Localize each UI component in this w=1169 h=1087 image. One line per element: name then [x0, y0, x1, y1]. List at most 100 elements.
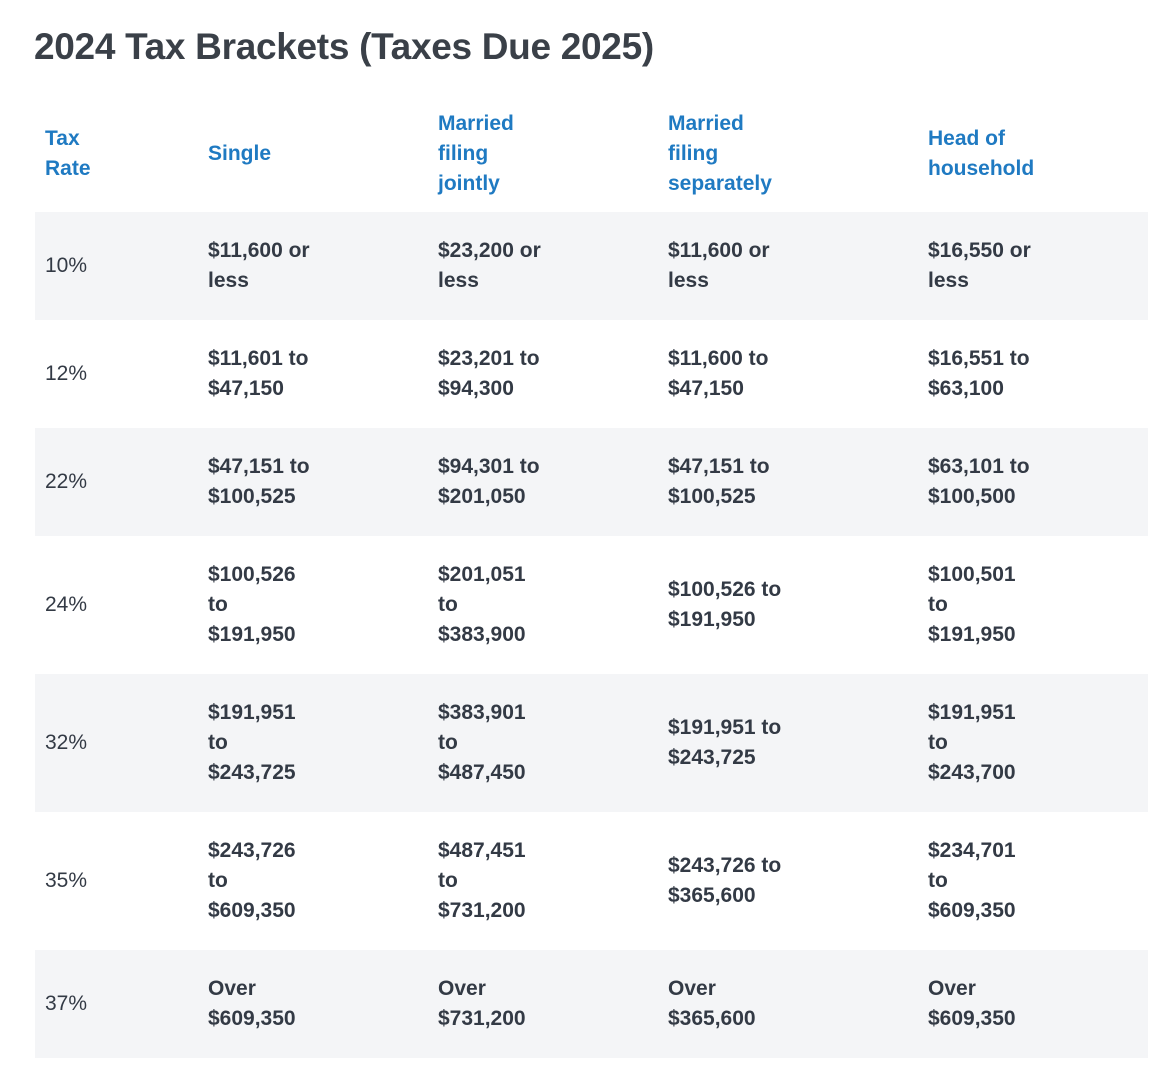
single-cell: $100,526 to $191,950 — [208, 536, 408, 674]
rate-cell: 32% — [45, 674, 195, 812]
cell-line: $191,951 to — [668, 716, 782, 739]
mfj-cell: $383,901 to $487,450 — [438, 674, 638, 812]
cell-line: $201,050 — [438, 485, 526, 508]
table-row: 10% $11,600 or less $23,200 or less $11,60… — [35, 212, 1148, 320]
rate-cell: 10% — [45, 212, 195, 320]
cell-line: $243,726 to — [668, 854, 782, 877]
cell-line: $487,451 — [438, 839, 526, 862]
cell-line: $365,600 — [668, 1007, 756, 1030]
cell-line: $383,901 — [438, 701, 526, 724]
rate-value: 10% — [45, 254, 88, 277]
header-married-filing-jointly: Married filing jointly — [438, 96, 638, 212]
single-cell: $11,601 to $47,150 — [208, 320, 408, 428]
cell-line: $609,350 — [928, 899, 1016, 922]
cell-line: less — [438, 269, 479, 292]
mfs-cell: $100,526 to $191,950 — [668, 536, 918, 674]
cell-line: $191,951 — [208, 701, 296, 724]
cell-line: Over — [928, 977, 976, 1000]
mfs-cell: $11,600 or less — [668, 212, 918, 320]
cell-line: $609,350 — [208, 899, 296, 922]
cell-line: $487,450 — [438, 761, 526, 784]
mfs-cell: $191,951 to $243,725 — [668, 674, 918, 812]
mfj-cell: $94,301 to $201,050 — [438, 428, 638, 536]
header-line: Married — [438, 112, 514, 135]
cell-line: Over — [668, 977, 716, 1000]
header-line: filing — [438, 142, 489, 165]
cell-line: $100,526 — [208, 563, 296, 586]
cell-line: $47,151 to — [208, 455, 310, 478]
hoh-cell: $63,101 to $100,500 — [928, 428, 1138, 536]
rate-cell: 12% — [45, 320, 195, 428]
table-row: 35% $243,726 to $609,350 $487,451 to $731,20… — [35, 812, 1148, 950]
cell-line: $11,600 or — [668, 239, 770, 262]
cell-line: to — [928, 869, 948, 892]
hoh-cell: $234,701 to $609,350 — [928, 812, 1138, 950]
cell-line: $11,601 to — [208, 347, 309, 370]
rate-value: 32% — [45, 731, 88, 754]
cell-line: less — [928, 269, 969, 292]
mfj-cell: $23,200 or less — [438, 212, 638, 320]
single-cell: $11,600 or less — [208, 212, 408, 320]
cell-line: $191,950 — [928, 623, 1016, 646]
cell-line: $100,501 — [928, 563, 1016, 586]
cell-line: $16,551 to — [928, 347, 1030, 370]
cell-line: $383,900 — [438, 623, 526, 646]
rate-value: 22% — [45, 470, 88, 493]
rate-cell: 24% — [45, 536, 195, 674]
cell-line: $23,201 to — [438, 347, 540, 370]
cell-line: $100,525 — [208, 485, 296, 508]
cell-line: Over — [208, 977, 256, 1000]
header-tax-rate: Tax Rate — [45, 96, 165, 212]
cell-line: $63,100 — [928, 377, 1004, 400]
header-head-of-household: Head of household — [928, 96, 1138, 212]
header-single: Single — [208, 96, 408, 212]
cell-line: $609,350 — [928, 1007, 1016, 1030]
table-header-row: Tax Rate Single Married filing jointly M… — [35, 96, 1148, 212]
page-title: 2024 Tax Brackets (Taxes Due 2025) — [34, 26, 654, 67]
cell-line: less — [668, 269, 709, 292]
mfj-cell: $487,451 to $731,200 — [438, 812, 638, 950]
hoh-cell: $16,551 to $63,100 — [928, 320, 1138, 428]
table-row: 24% $100,526 to $191,950 $201,051 to $383,90… — [35, 536, 1148, 674]
cell-line: $731,200 — [438, 1007, 526, 1030]
cell-line: Over — [438, 977, 486, 1000]
cell-line: $16,550 or — [928, 239, 1031, 262]
cell-line: $100,526 to — [668, 578, 782, 601]
cell-line: $94,301 to — [438, 455, 540, 478]
header-line: Tax — [45, 127, 80, 150]
table-row: 22% $47,151 to $100,525 $94,301 to $201,05… — [35, 428, 1148, 536]
cell-line: to — [438, 731, 458, 754]
cell-line: $243,725 — [668, 746, 756, 769]
cell-line: $243,726 — [208, 839, 296, 862]
rate-cell: 35% — [45, 812, 195, 950]
header-line: Rate — [45, 157, 91, 180]
table-row: 32% $191,951 to $243,725 $383,901 to $487,45… — [35, 674, 1148, 812]
rate-value: 24% — [45, 593, 88, 616]
header-line: separately — [668, 172, 772, 195]
cell-line: to — [208, 593, 228, 616]
cell-line: $201,051 — [438, 563, 526, 586]
cell-line: to — [928, 731, 948, 754]
cell-line: $94,300 — [438, 377, 514, 400]
tax-brackets-table: Tax Rate Single Married filing jointly M… — [35, 96, 1148, 1058]
cell-line: $243,725 — [208, 761, 296, 784]
hoh-cell: $100,501 to $191,950 — [928, 536, 1138, 674]
cell-line: $731,200 — [438, 899, 526, 922]
cell-line: $365,600 — [668, 884, 756, 907]
single-cell: Over $609,350 — [208, 950, 408, 1058]
single-cell: $243,726 to $609,350 — [208, 812, 408, 950]
cell-line: $63,101 to — [928, 455, 1030, 478]
header-line: Head of — [928, 127, 1006, 150]
cell-line: $609,350 — [208, 1007, 296, 1030]
rate-cell: 37% — [45, 950, 195, 1058]
single-cell: $191,951 to $243,725 — [208, 674, 408, 812]
cell-line: $100,525 — [668, 485, 756, 508]
rate-value: 37% — [45, 992, 88, 1015]
cell-line: $191,950 — [668, 608, 756, 631]
cell-line: $47,151 to — [668, 455, 770, 478]
cell-line: $191,951 — [928, 701, 1016, 724]
rate-cell: 22% — [45, 428, 195, 536]
table-row: 12% $11,601 to $47,150 $23,201 to $94,300 … — [35, 320, 1148, 428]
header-line: household — [928, 157, 1035, 180]
rate-value: 12% — [45, 362, 88, 385]
